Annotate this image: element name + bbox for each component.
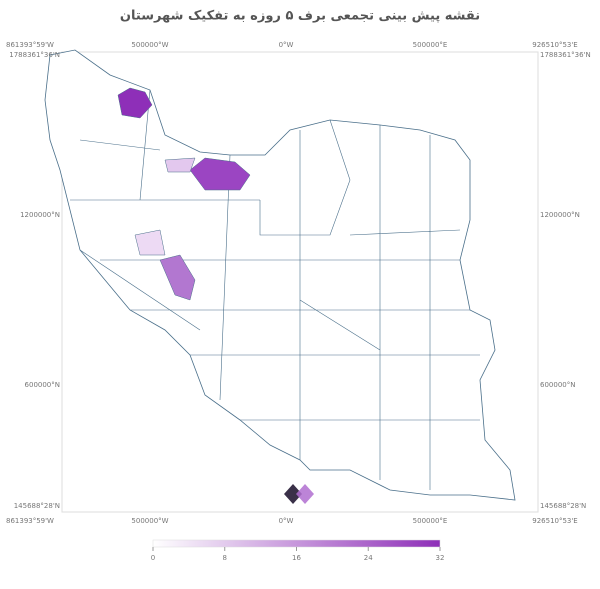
frame-x-label: 500000°E (413, 517, 448, 525)
colorbar-tick-label: 8 (223, 554, 227, 562)
frame-x-label: 861393°59'W (6, 41, 54, 49)
country-map (44, 49, 516, 501)
frame-x-label: 926510°53'E (532, 41, 577, 49)
map-title: نقشه پیش بینی تجمعی برف ۵ روزه به تفکیک … (120, 9, 480, 24)
colorbar-tick-label: 16 (292, 554, 301, 562)
frame-x-label: 0°W (279, 517, 294, 525)
frame-x-label: 0°W (279, 41, 294, 49)
frame-y-label: 145688°28'N (14, 502, 60, 510)
frame-x-label: 500000°W (131, 41, 168, 49)
snow-districts (117, 87, 251, 301)
frame-y-label: 1200000°N (540, 211, 580, 219)
frame-y-label: 1788361°36'N (540, 51, 591, 59)
colorbar-tick-label: 0 (151, 554, 155, 562)
frame-x-label: 500000°E (413, 41, 448, 49)
colorbar-tick-label: 32 (436, 554, 445, 562)
brand-logo (284, 484, 314, 504)
frame-x-label: 926510°53'E (532, 517, 577, 525)
map-frame (61, 51, 539, 513)
frame-x-label: 861393°59'W (6, 517, 54, 525)
frame-y-label: 145688°28'N (540, 502, 586, 510)
frame-y-label: 600000°N (25, 381, 60, 389)
colorbar (152, 539, 441, 548)
frame-y-label: 1200000°N (20, 211, 60, 219)
colorbar-tick-label: 24 (364, 554, 373, 562)
frame-y-label: 1788361°36'N (9, 51, 60, 59)
frame-y-label: 600000°N (540, 381, 575, 389)
frame-x-label: 500000°W (131, 517, 168, 525)
